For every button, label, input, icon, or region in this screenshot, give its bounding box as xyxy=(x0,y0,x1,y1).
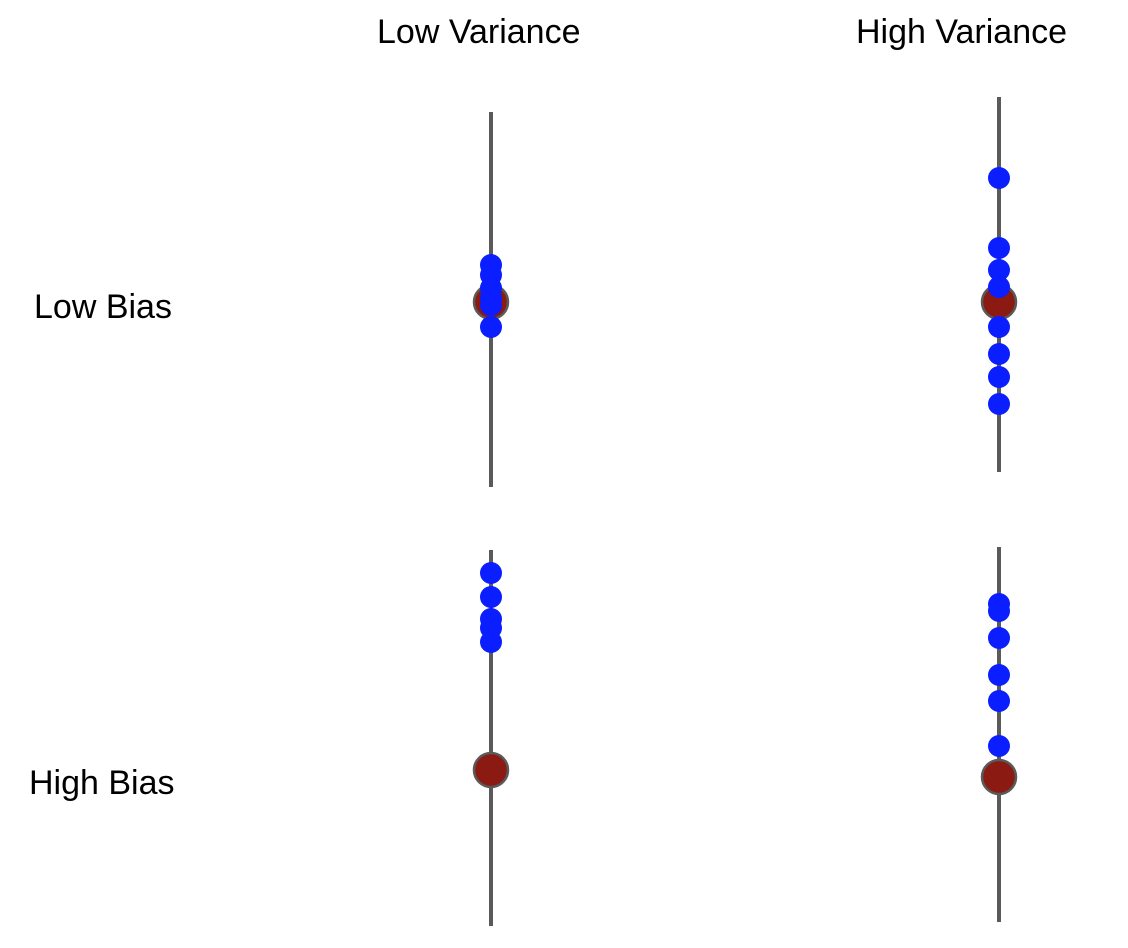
panel-high-bias-low-variance xyxy=(472,550,510,926)
row-label-high-bias: High Bias xyxy=(29,764,175,802)
estimate-dot xyxy=(988,237,1010,259)
estimate-dot xyxy=(988,276,1010,298)
estimate-dot xyxy=(988,690,1010,712)
estimate-dot xyxy=(480,586,502,608)
estimate-dot xyxy=(988,735,1010,757)
estimate-dot xyxy=(480,562,502,584)
estimate-dot xyxy=(988,600,1010,622)
panel-high-bias-high-variance xyxy=(980,547,1018,922)
true-value-marker xyxy=(472,751,510,789)
estimate-dot xyxy=(988,259,1010,281)
estimate-dot xyxy=(988,343,1010,365)
estimate-dot xyxy=(480,316,502,338)
estimate-dot xyxy=(988,167,1010,189)
estimate-dot xyxy=(988,393,1010,415)
estimate-dot xyxy=(988,316,1010,338)
estimate-dot xyxy=(480,631,502,653)
true-value-marker xyxy=(980,758,1018,796)
panel-low-bias-high-variance xyxy=(980,97,1018,472)
estimate-dot xyxy=(480,294,502,316)
estimate-dot xyxy=(988,664,1010,686)
estimate-dot xyxy=(988,366,1010,388)
row-label-low-bias: Low Bias xyxy=(34,288,172,326)
column-label-low-variance: Low Variance xyxy=(377,13,581,51)
column-label-high-variance: High Variance xyxy=(856,13,1068,51)
panel-low-bias-low-variance xyxy=(472,112,510,487)
estimate-dot xyxy=(988,627,1010,649)
